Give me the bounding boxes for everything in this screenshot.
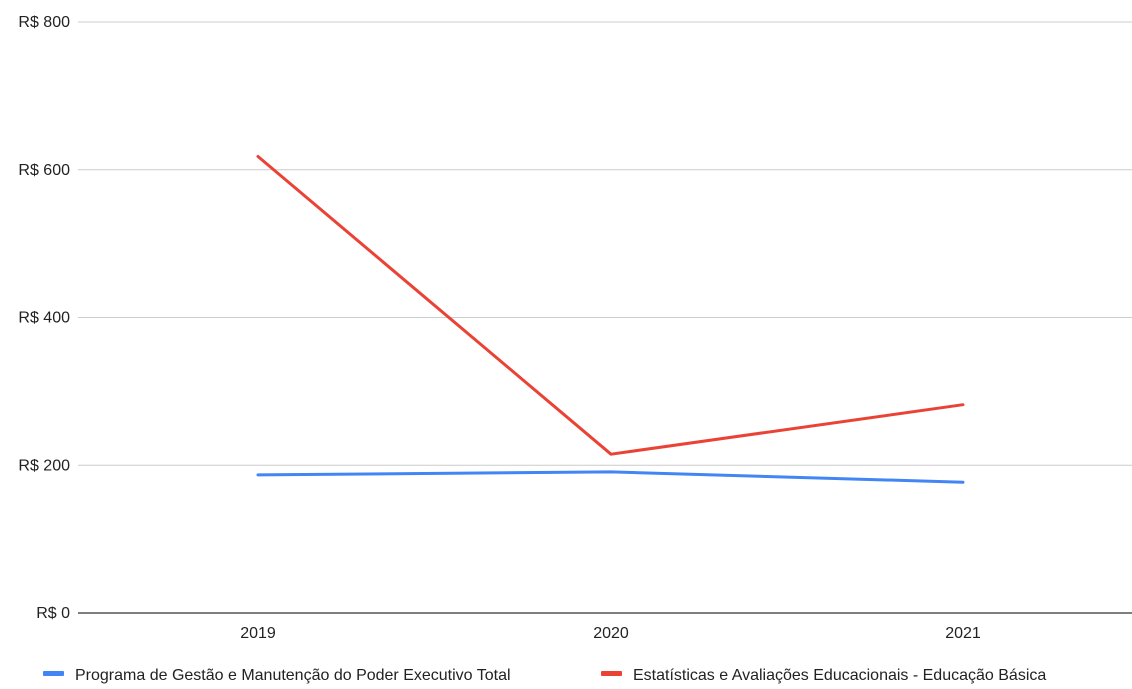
y-tick-label: R$ 600 (18, 162, 70, 179)
y-axis-tick-labels: R$ 0 R$ 200 R$ 400 R$ 600 R$ 800 (18, 14, 70, 622)
x-axis-tick-labels: 2019 2020 2021 (240, 625, 981, 642)
x-tick-label: 2021 (945, 625, 981, 642)
grid-lines (78, 21, 1132, 614)
series-line-1 (256, 470, 965, 484)
y-tick-label: R$ 400 (18, 310, 70, 327)
series-lines (256, 155, 965, 484)
x-tick-label: 2020 (593, 625, 629, 642)
legend-label: Programa de Gestão e Manutenção do Poder… (75, 667, 511, 684)
x-tick-label: 2019 (240, 625, 276, 642)
legend: Programa de Gestão e Manutenção do Poder… (43, 667, 1046, 684)
y-tick-label: R$ 800 (18, 14, 70, 31)
y-tick-label: R$ 0 (36, 605, 70, 622)
legend-swatch (601, 671, 622, 676)
y-tick-label: R$ 200 (18, 457, 70, 474)
legend-swatch (43, 671, 64, 676)
series-line-2 (256, 155, 965, 456)
legend-label: Estatísticas e Avaliações Educacionais -… (633, 667, 1046, 684)
